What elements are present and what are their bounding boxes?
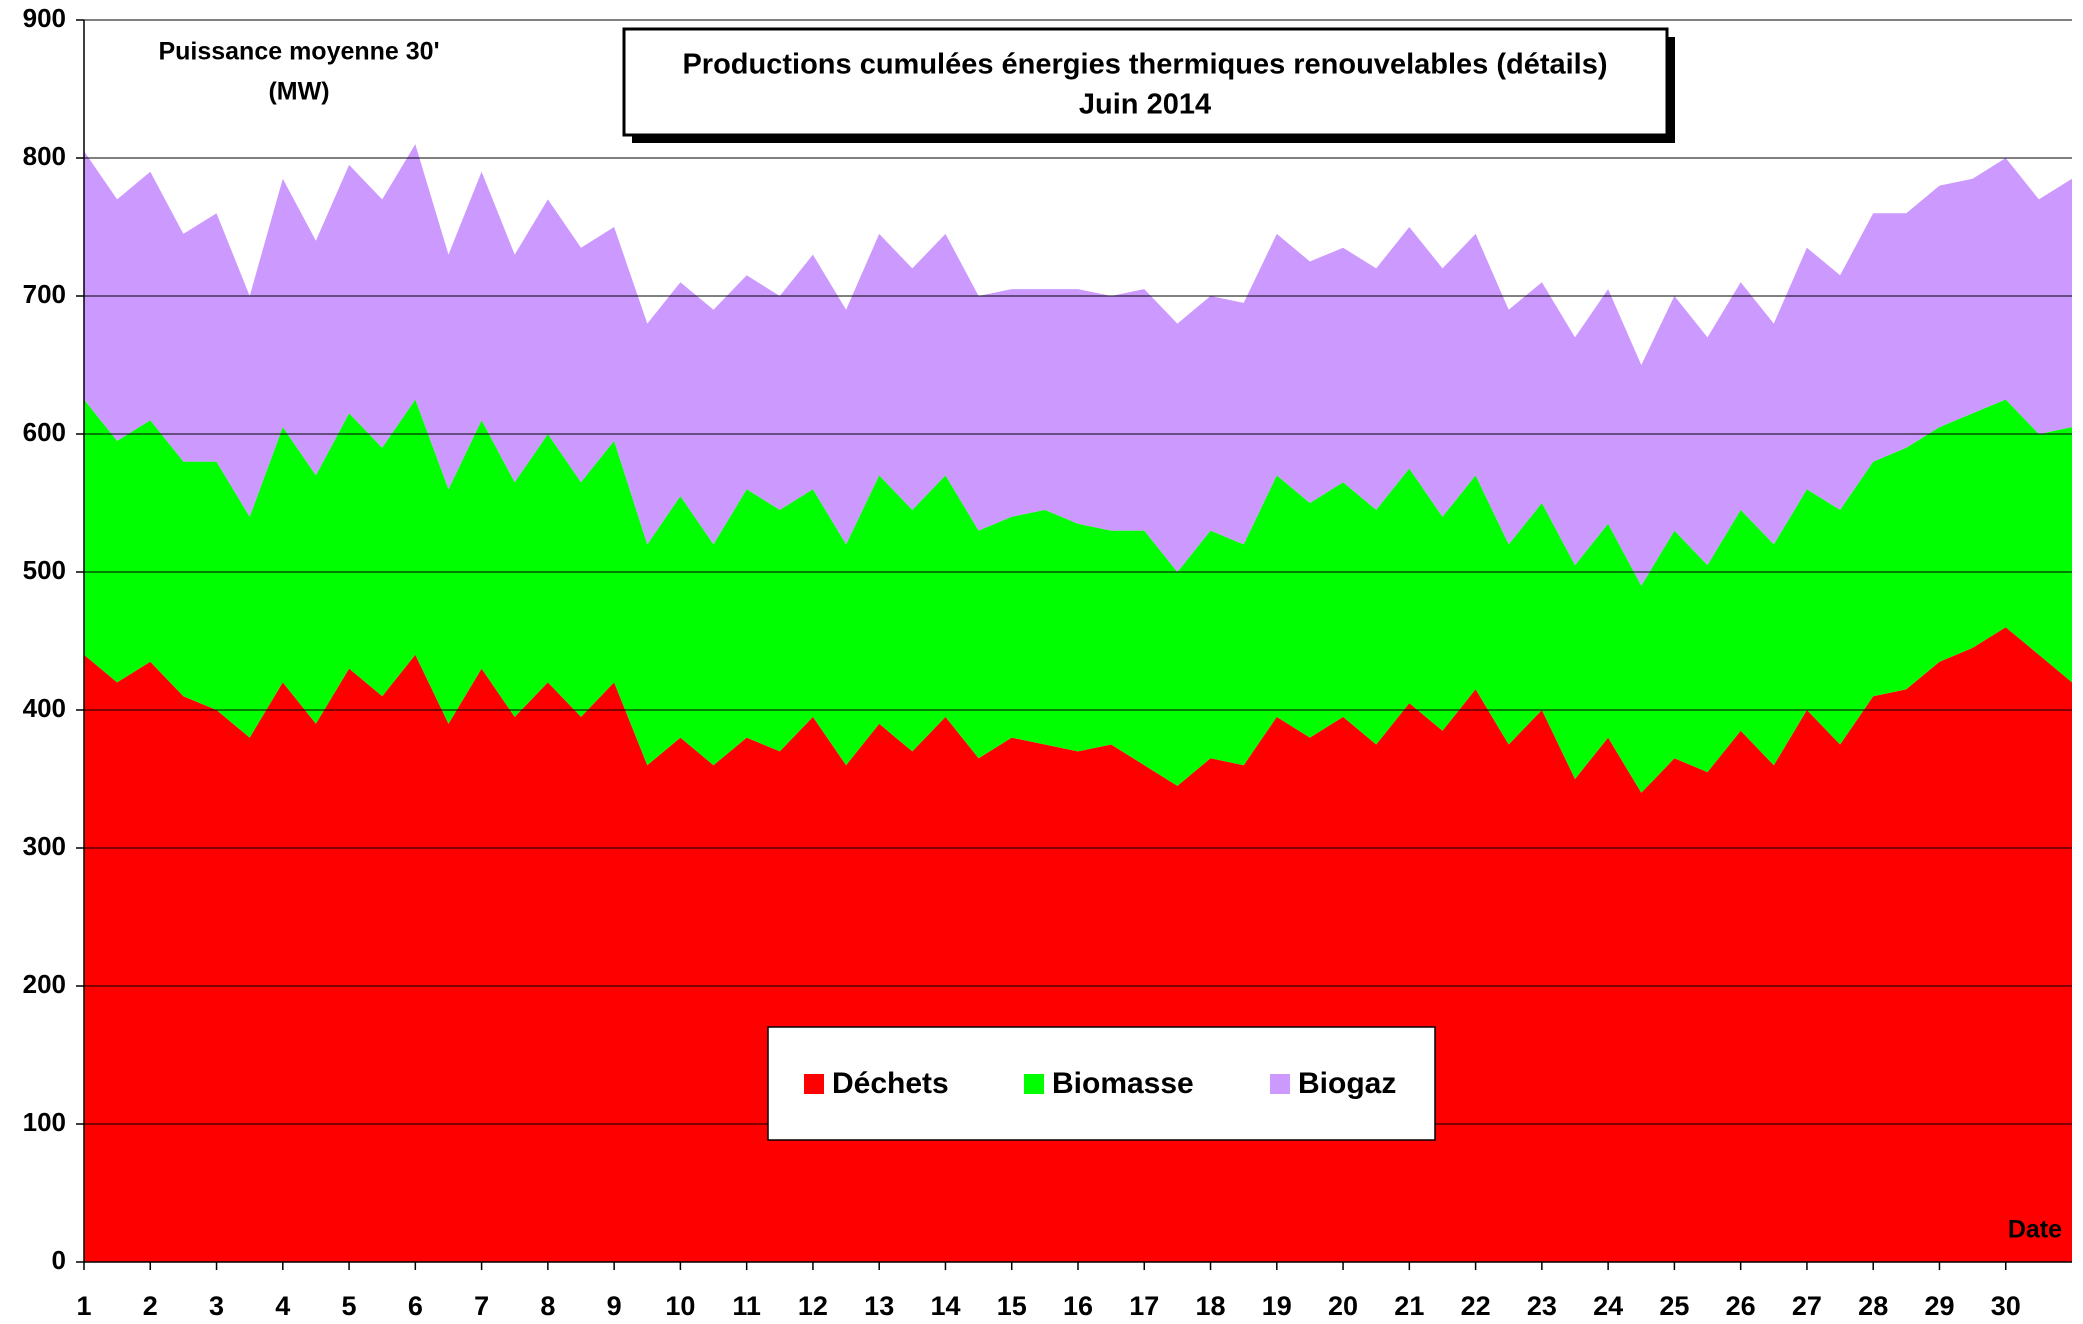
x-tick-label: 9 — [607, 1291, 622, 1321]
y-tick-label: 300 — [23, 831, 66, 861]
x-tick-label: 25 — [1659, 1291, 1689, 1321]
area — [84, 627, 2072, 1262]
x-tick-label: 6 — [408, 1291, 423, 1321]
x-tick-label: 11 — [732, 1291, 761, 1321]
x-tick-label: 5 — [342, 1291, 357, 1321]
x-tick-label: 7 — [474, 1291, 489, 1321]
x-tick-label: 4 — [275, 1291, 290, 1321]
legend-swatch — [1024, 1074, 1044, 1094]
x-tick-label: 16 — [1063, 1291, 1093, 1321]
y-tick-label: 400 — [23, 693, 66, 723]
legend-label: Déchets — [832, 1067, 949, 1100]
x-tick-label: 19 — [1262, 1291, 1292, 1321]
title-box — [622, 27, 1669, 137]
y-tick-label: 200 — [23, 969, 66, 999]
x-axis-label: Date — [2008, 1216, 2062, 1244]
area — [84, 144, 2072, 586]
y-tick-label: 0 — [52, 1245, 66, 1275]
legend-swatch — [1270, 1074, 1290, 1094]
legend-label: Biomasse — [1052, 1067, 1194, 1100]
x-tick-label: 8 — [540, 1291, 555, 1321]
legend-box — [767, 1026, 1436, 1141]
x-tick-label: 12 — [798, 1291, 828, 1321]
x-tick-label: 24 — [1593, 1291, 1623, 1321]
y-tick-label: 100 — [23, 1107, 66, 1137]
x-tick-label: 17 — [1129, 1291, 1159, 1321]
y-tick-label: 700 — [23, 279, 66, 309]
x-tick-label: 23 — [1527, 1291, 1557, 1321]
x-tick-label: 1 — [76, 1291, 91, 1321]
y-axis-label: (MW) — [268, 78, 329, 106]
y-tick-label: 800 — [23, 141, 66, 171]
x-tick-label: 26 — [1726, 1291, 1756, 1321]
y-tick-label: 500 — [23, 555, 66, 585]
legend-label: Biogaz — [1298, 1067, 1396, 1100]
x-tick-label: 30 — [1991, 1291, 2021, 1321]
legend-swatch — [804, 1074, 824, 1094]
x-tick-label: 14 — [930, 1291, 960, 1321]
x-tick-label: 3 — [209, 1291, 224, 1321]
x-tick-label: 22 — [1461, 1291, 1491, 1321]
x-tick-label: 10 — [665, 1291, 695, 1321]
x-tick-label: 2 — [143, 1291, 158, 1321]
area — [84, 399, 2072, 793]
x-tick-label: 15 — [997, 1291, 1027, 1321]
y-tick-label: 600 — [23, 417, 66, 447]
legend: Déchets Biomasse Biogaz — [767, 1026, 1436, 1141]
y-axis-label: Puissance moyenne 30' — [158, 38, 439, 66]
chart-title: Productions cumulées énergies thermiques… — [682, 49, 1607, 81]
x-tick-label: 29 — [1924, 1291, 1954, 1321]
x-tick-label: 28 — [1858, 1291, 1888, 1321]
x-tick-label: 13 — [864, 1291, 894, 1321]
y-tick-label: 900 — [23, 3, 66, 33]
x-tick-label: 20 — [1328, 1291, 1358, 1321]
x-tick-label: 18 — [1196, 1291, 1226, 1321]
chart-subtitle: Juin 2014 — [1079, 89, 1211, 121]
x-tick-label: 27 — [1792, 1291, 1822, 1321]
x-tick-label: 21 — [1394, 1291, 1424, 1321]
